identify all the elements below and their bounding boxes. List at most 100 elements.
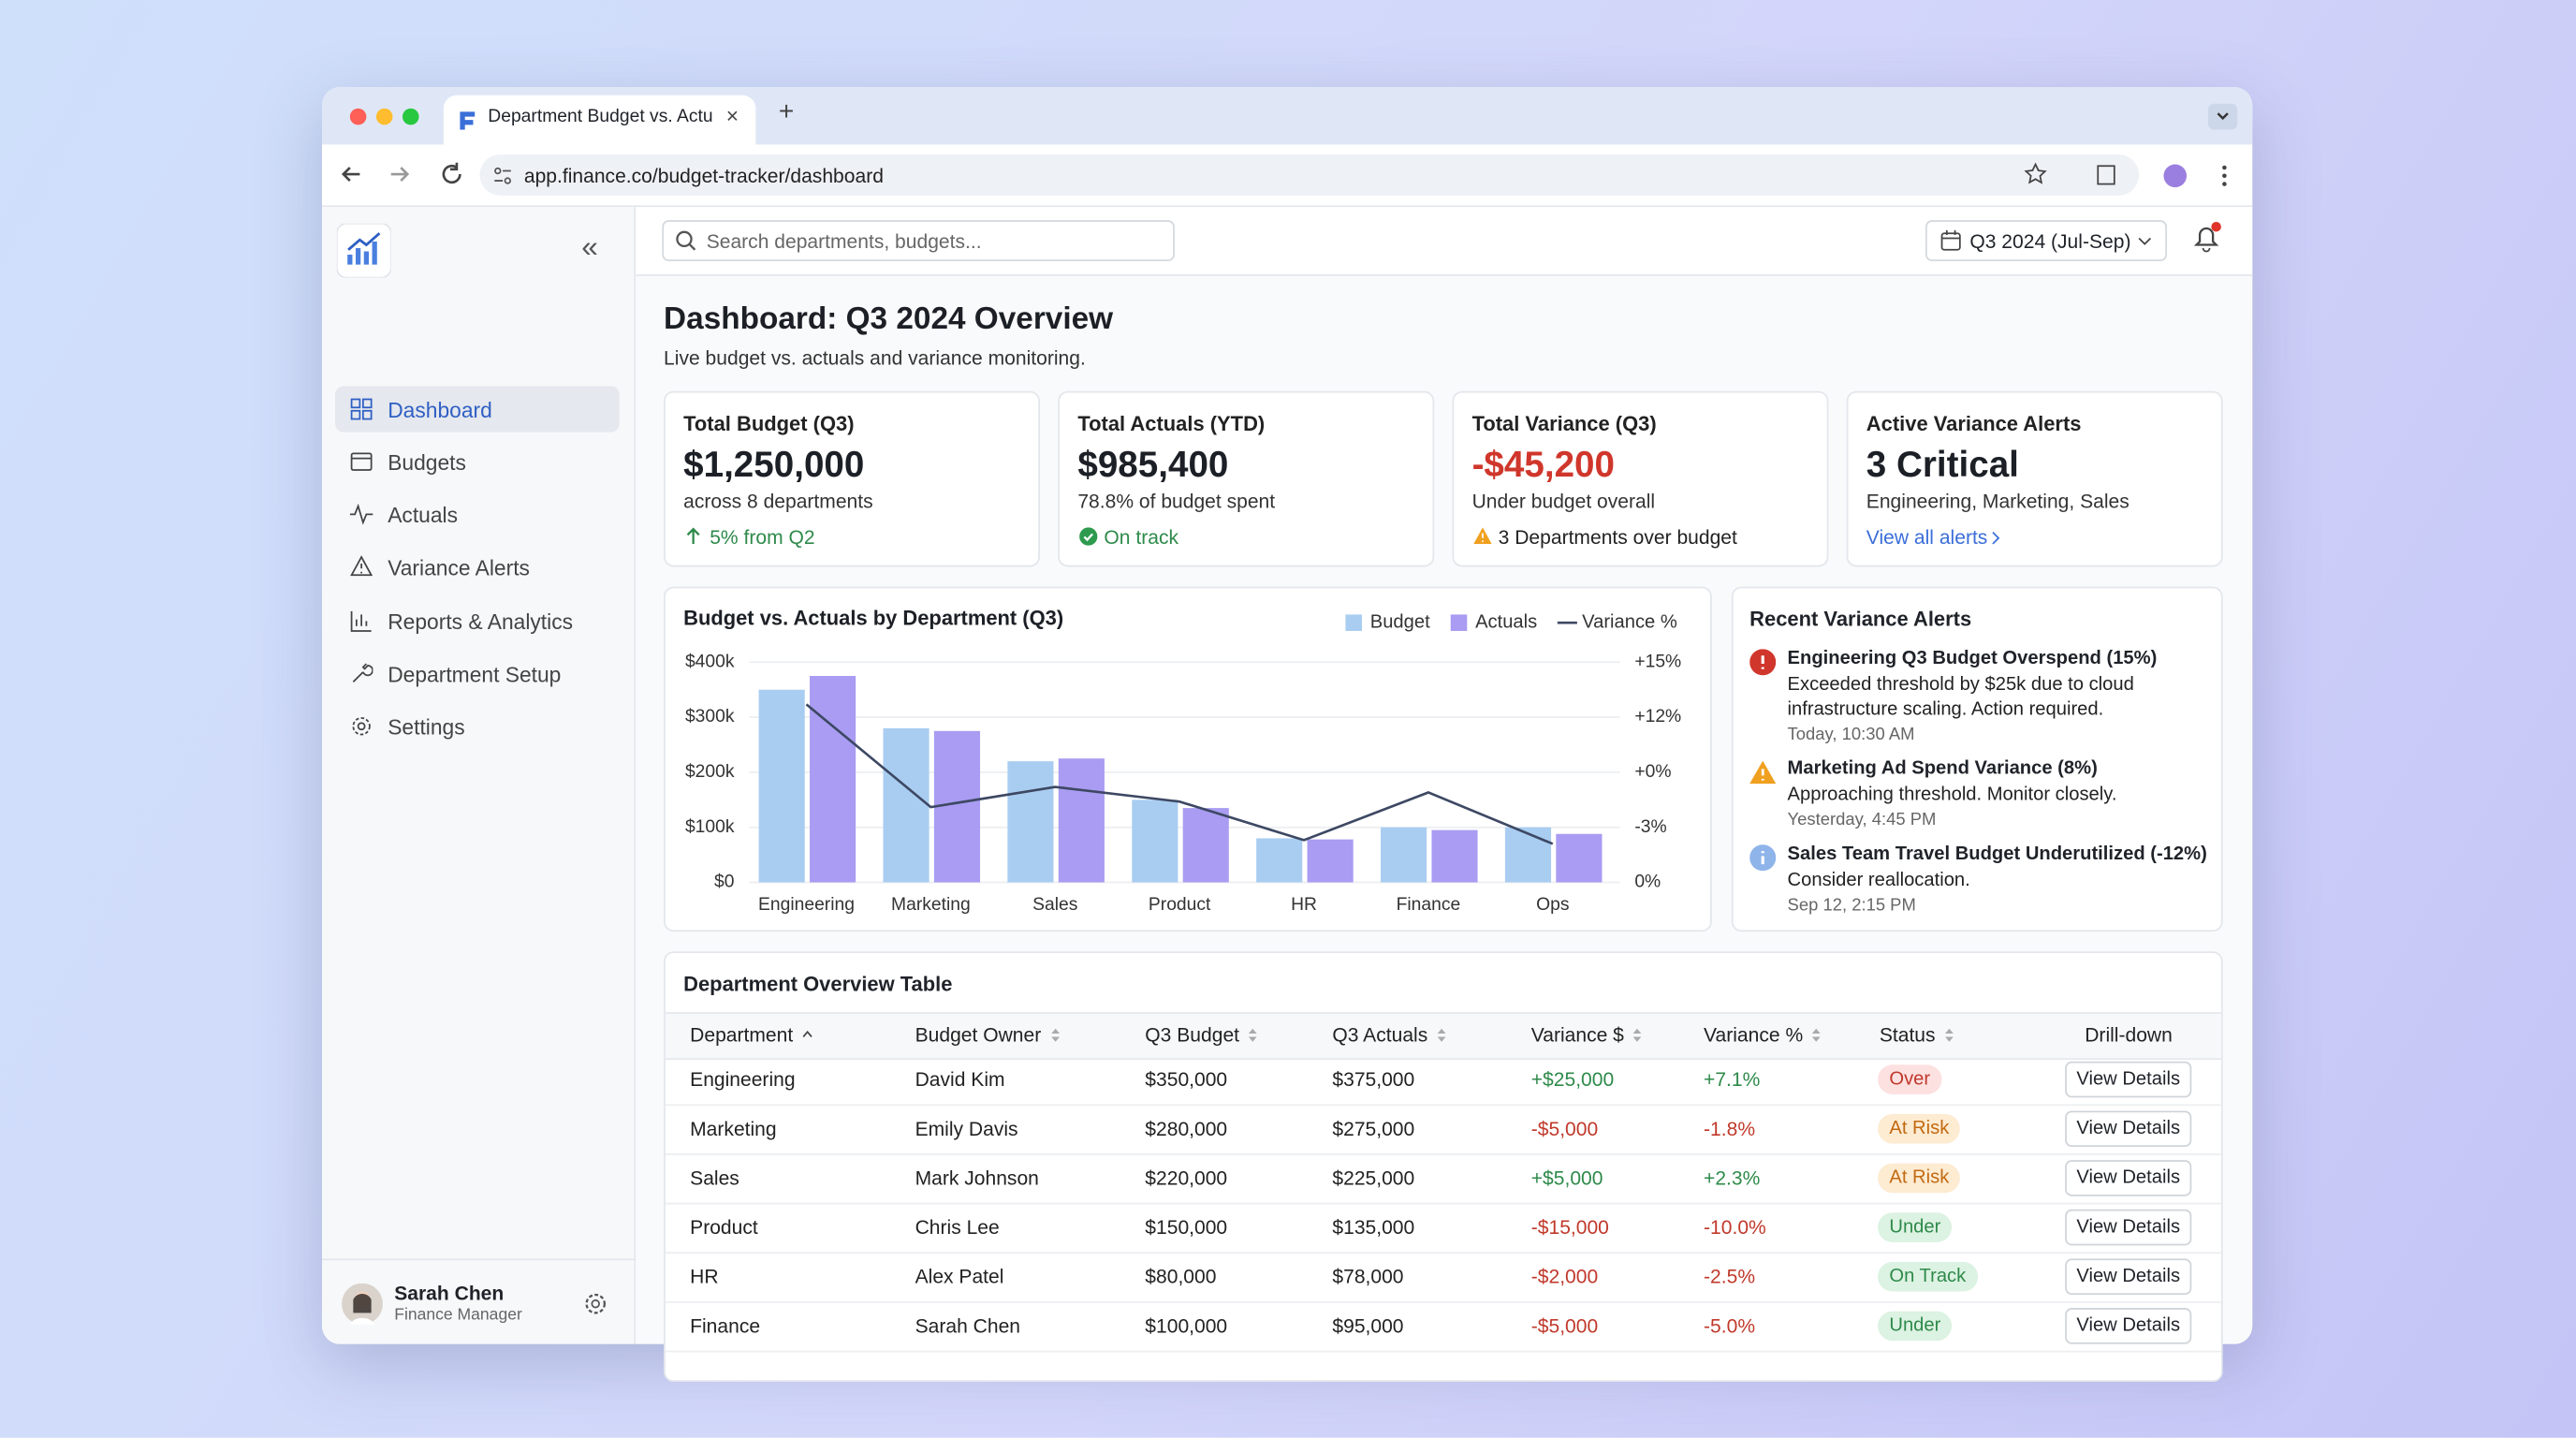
view-details-button[interactable]: View Details (2065, 1160, 2192, 1196)
chevron (2138, 237, 2152, 245)
view-details-button[interactable]: View Details (2065, 1308, 2192, 1344)
kpi-label: Active Variance Alerts (1866, 412, 2082, 436)
tab-close[interactable]: × (725, 103, 739, 128)
column-header[interactable]: Q3 Actuals (1332, 1023, 1428, 1047)
kpi-card: Total Budget (Q3) $1,250,000 across 8 depa… (664, 390, 1040, 567)
y2-tick-label: +12% (1634, 707, 1681, 726)
table-cell: Mark Johnson (915, 1167, 1039, 1190)
nav-item[interactable]: Reports & Analytics (335, 598, 620, 644)
kpi-label: Total Actuals (YTD) (1077, 412, 1266, 436)
alert-body: Exceeded threshold by $25k due to cloud … (1787, 675, 2134, 720)
nav-item[interactable]: Budgets (335, 439, 620, 485)
row-divider (665, 1301, 2221, 1303)
nav-icon (350, 398, 373, 420)
user-settings[interactable] (583, 1292, 607, 1316)
table-cell: +$25,000 (1530, 1067, 1615, 1092)
y2-tick-label: 0% (1634, 873, 1661, 892)
bar (1556, 833, 1603, 883)
period-picker[interactable]: Q3 2024 (Jul-Sep) (1925, 220, 2167, 262)
x-tick-label: Engineering (758, 895, 855, 915)
table-cell: $375,000 (1332, 1067, 1415, 1092)
x-tick-label: Finance (1397, 895, 1461, 915)
nav-item[interactable]: Actuals (335, 492, 620, 537)
x-tick-label: HR (1291, 895, 1317, 915)
browser-actions[interactable] (2093, 163, 2241, 189)
minimize-dot[interactable] (375, 108, 393, 125)
row-divider (665, 1202, 2221, 1205)
column-header[interactable]: Variance $ (1530, 1023, 1624, 1047)
search-box[interactable]: Search departments, budgets... (662, 220, 1175, 262)
sort-icon (1633, 1028, 1643, 1042)
table-cell: -1.8% (1704, 1117, 1756, 1141)
address-bar[interactable]: app.finance.co/budget-tracker/dashboard (479, 154, 2140, 196)
nav-label: Dashboard (388, 397, 492, 423)
nav-label: Reports & Analytics (388, 609, 574, 635)
nav-item[interactable]: Settings (335, 703, 620, 749)
kpi-note: 78.8% of budget spent (1077, 490, 1276, 513)
bar (810, 676, 856, 883)
y-tick-label: $300k (685, 707, 735, 726)
column-header[interactable]: Department (690, 1023, 794, 1047)
nav-item[interactable]: Department Setup (335, 651, 620, 697)
nav-item[interactable]: Dashboard (335, 386, 620, 433)
table-cell: Sarah Chen (915, 1314, 1020, 1338)
kpi-footer-icon (686, 527, 700, 544)
alert-icon (1749, 649, 1777, 676)
y-tick-label: $100k (685, 817, 735, 837)
column-header[interactable]: Variance % (1704, 1023, 1804, 1047)
nav-buttons[interactable] (339, 161, 487, 187)
column-header[interactable]: Q3 Budget (1145, 1023, 1240, 1047)
search-icon (676, 230, 696, 251)
bar (1431, 829, 1478, 883)
status-badge: At Risk (1878, 1113, 1961, 1144)
notifications[interactable] (2188, 220, 2225, 257)
tab-menu[interactable] (2207, 103, 2238, 130)
table-cell: -2.5% (1704, 1265, 1756, 1288)
bar (1504, 827, 1552, 883)
y-tick-label: $200k (685, 762, 735, 782)
status-badge: Over (1878, 1064, 1942, 1094)
site-info-icon (494, 167, 512, 184)
status-badge: At Risk (1878, 1163, 1961, 1194)
bookmark-star[interactable] (2024, 162, 2047, 186)
nav-icon (352, 717, 371, 736)
sort-icon (1812, 1028, 1822, 1042)
kpi-card: Total Variance (Q3) -$45,200 Under budget … (1452, 390, 1829, 567)
page-subtitle: Live budget vs. actuals and variance mon… (664, 346, 1086, 370)
bar (1381, 827, 1427, 883)
view-details-button[interactable]: View Details (2065, 1258, 2192, 1296)
table-cell: $350,000 (1145, 1067, 1228, 1092)
collapse-button[interactable]: « (581, 229, 598, 263)
view-details-button[interactable]: View Details (2065, 1061, 2192, 1098)
table-cell: $95,000 (1332, 1314, 1404, 1338)
table-cell: $135,000 (1332, 1215, 1415, 1240)
tab[interactable]: Department Budget vs. Actu × (443, 95, 756, 145)
zoom-dot[interactable] (402, 108, 419, 125)
table-cell: $275,000 (1332, 1117, 1415, 1141)
bar (1058, 758, 1105, 883)
sort-icon (1249, 1028, 1258, 1042)
legend-label: Actuals (1475, 612, 1537, 633)
y2-tick-label: -3% (1634, 817, 1666, 837)
nav-icon (349, 503, 373, 525)
view-details-button[interactable]: View Details (2065, 1110, 2192, 1148)
bar (758, 689, 805, 883)
kpi-note: Engineering, Marketing, Sales (1866, 490, 2130, 513)
table-header-row (665, 1012, 2221, 1061)
kpi-value: $1,250,000 (683, 443, 865, 485)
search-placeholder: Search departments, budgets... (706, 229, 982, 254)
table-card: Department Overview Table Department Budge… (664, 951, 2223, 1383)
kpi-footer[interactable]: View all alerts (1866, 525, 1988, 550)
column-header[interactable]: Budget Owner (915, 1023, 1042, 1047)
nav-icon (350, 555, 373, 577)
kpi-footer: 5% from Q2 (710, 525, 815, 550)
x-tick-label: Marketing (891, 895, 971, 915)
chevron (1992, 532, 2000, 545)
column-header[interactable]: Status (1879, 1023, 1936, 1047)
view-details-button[interactable]: View Details (2065, 1209, 2192, 1246)
nav-item[interactable]: Variance Alerts (335, 544, 620, 590)
new-tab[interactable]: + (778, 98, 795, 127)
kpi-footer: 3 Departments over budget (1498, 525, 1737, 550)
close-dot[interactable] (349, 108, 367, 125)
